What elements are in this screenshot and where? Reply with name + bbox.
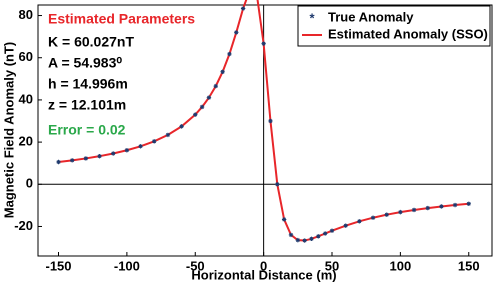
true-marker: [316, 234, 321, 239]
x-tick-label: 150: [458, 258, 480, 273]
x-tick-label: 50: [325, 258, 339, 273]
true-marker: [165, 132, 171, 138]
true-marker: [240, 6, 246, 11]
legend-label: True Anomaly: [328, 9, 414, 24]
true-marker: [398, 209, 403, 215]
true-marker: [275, 182, 280, 187]
true-marker: [234, 30, 239, 35]
true-marker: [111, 151, 116, 156]
true-marker: [69, 158, 75, 163]
annotation-line: A = 54.983⁰: [48, 55, 122, 71]
true-marker: [193, 112, 198, 117]
y-axis-label: Magnetic Field Anomaly (nT): [1, 42, 16, 218]
true-marker: [295, 237, 301, 243]
annotation-line: h = 14.996m: [48, 76, 128, 92]
true-marker: [343, 223, 348, 228]
y-tick-label: 0: [26, 176, 33, 191]
true-marker: [268, 118, 273, 124]
true-marker: [281, 217, 287, 222]
y-tick-label: 60: [19, 49, 33, 64]
x-axis-label: Horizontal Distance (m): [191, 267, 336, 282]
annotation-error: Error = 0.02: [48, 122, 126, 138]
y-tick-label: 40: [19, 91, 33, 106]
true-marker: [227, 51, 232, 57]
true-marker: [425, 205, 430, 211]
true-marker: [288, 232, 294, 238]
true-marker: [206, 95, 212, 100]
true-marker: [411, 207, 417, 213]
true-marker: [466, 201, 471, 206]
true-marker: [152, 139, 157, 144]
annotation-heading: Estimated Parameters: [48, 11, 195, 27]
x-tick-label: 100: [390, 258, 412, 273]
true-marker: [199, 104, 205, 110]
true-marker: [370, 215, 376, 220]
true-marker: [261, 41, 266, 46]
x-tick-label: -50: [186, 258, 205, 273]
true-marker: [220, 69, 225, 74]
y-tick-label: -20: [14, 218, 33, 233]
true-marker: [213, 83, 218, 89]
legend-box: [297, 5, 491, 47]
legend-marker: *: [309, 10, 315, 25]
x-tick-label: -100: [114, 258, 140, 273]
true-marker: [439, 204, 444, 209]
true-marker: [97, 153, 102, 159]
true-marker: [83, 156, 89, 161]
true-marker: [124, 148, 130, 153]
x-tick-label: 0: [260, 258, 267, 273]
y-tick-label: 80: [19, 7, 33, 22]
true-marker: [309, 236, 314, 242]
true-marker: [384, 212, 389, 217]
true-marker: [179, 124, 184, 129]
true-marker: [322, 231, 328, 236]
legend-label: Estimated Anomaly (SSO): [328, 26, 488, 41]
true-marker: [56, 159, 61, 165]
y-tick-label: 20: [19, 134, 33, 149]
annotation-line: z = 12.101m: [48, 97, 126, 113]
true-marker: [302, 238, 307, 243]
annotation-line: K = 60.027nT: [48, 34, 134, 50]
x-tick-label: -150: [45, 258, 71, 273]
true-marker: [329, 228, 335, 233]
true-marker: [357, 219, 362, 224]
plot-frame: [37, 4, 493, 257]
true-marker: [138, 144, 143, 149]
true-marker: [452, 202, 458, 208]
